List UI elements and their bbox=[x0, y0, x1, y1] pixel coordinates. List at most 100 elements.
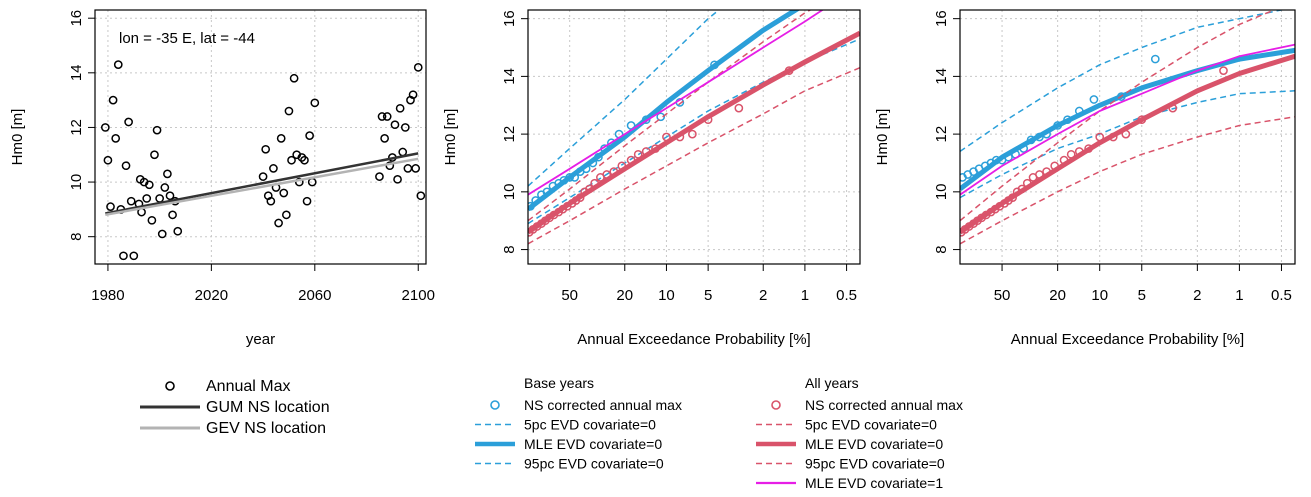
legend-label: NS corrected annual max bbox=[524, 397, 682, 413]
x-tick-label: 0.5 bbox=[1271, 287, 1292, 304]
data-point bbox=[403, 164, 413, 173]
y-tick-label: 12 bbox=[68, 119, 85, 136]
data-point bbox=[261, 144, 271, 154]
series-line bbox=[960, 10, 1277, 222]
legend-all-years: All years NS corrected annual max 5pc EVD … bbox=[756, 375, 963, 491]
data-point bbox=[656, 112, 666, 122]
data-point bbox=[266, 196, 276, 206]
data-point bbox=[150, 150, 159, 160]
panel-middle-chart: 8 10 12 14 16 50 20 10 5 2 1 0.5 Hm0 [m] Annual Excee… bbox=[442, 9, 861, 348]
series-line bbox=[960, 10, 1285, 153]
series-line bbox=[105, 157, 419, 217]
x-tick-label: 2060 bbox=[298, 287, 331, 304]
x-tick-label: 5 bbox=[704, 287, 712, 304]
x-axis-title: year bbox=[246, 331, 275, 348]
x-tick-label: 2 bbox=[759, 287, 767, 304]
y-axis-title: Hm0 [m] bbox=[9, 109, 26, 166]
plot-frame bbox=[94, 9, 427, 265]
x-tick-label: 1 bbox=[1235, 287, 1243, 304]
plot-frame bbox=[959, 9, 1296, 265]
data-point bbox=[157, 229, 167, 239]
series-group bbox=[528, 10, 860, 245]
data-point bbox=[274, 218, 283, 228]
data-point bbox=[168, 210, 177, 220]
data-point bbox=[152, 125, 162, 135]
location-annotation: lon = -35 E, lat = -44 bbox=[119, 30, 255, 47]
legend-label: MLE EVD covariate=1 bbox=[805, 475, 943, 491]
y-tick-label: 8 bbox=[68, 233, 85, 241]
x-tick-label: 20 bbox=[616, 287, 633, 304]
series-line bbox=[105, 152, 419, 215]
series-line bbox=[528, 10, 812, 222]
legend-annual-max: Annual Max GUM NS location GEV NS location bbox=[140, 378, 330, 437]
data-point bbox=[160, 183, 170, 192]
x-tick-label: 50 bbox=[561, 287, 578, 304]
data-point bbox=[305, 131, 314, 140]
x-tick-label: 2100 bbox=[402, 287, 435, 304]
series-line bbox=[528, 10, 825, 196]
series-line bbox=[960, 90, 1295, 199]
legend-label: Annual Max bbox=[206, 378, 291, 395]
data-point bbox=[375, 172, 384, 181]
data-point bbox=[279, 188, 289, 198]
y-tick-label: 10 bbox=[68, 174, 85, 191]
legend-swatch bbox=[165, 381, 175, 391]
data-point bbox=[307, 177, 317, 187]
data-point bbox=[142, 194, 152, 203]
data-point bbox=[413, 63, 423, 72]
x-tick-label: 10 bbox=[658, 287, 675, 304]
data-point bbox=[1089, 95, 1099, 104]
x-axis-title: Annual Exceedance Probability [%] bbox=[1011, 331, 1244, 348]
legend-base-years: Base years NS corrected annual max 5pc EVD… bbox=[475, 375, 682, 472]
y-tick-label: 10 bbox=[501, 183, 518, 200]
x-tick-label: 50 bbox=[994, 287, 1011, 304]
data-point bbox=[276, 134, 286, 143]
series-line bbox=[960, 53, 1295, 235]
data-point bbox=[165, 191, 175, 201]
y-tick-label: 14 bbox=[68, 64, 85, 81]
legend-title: All years bbox=[805, 375, 859, 391]
data-point bbox=[1219, 66, 1228, 75]
data-point bbox=[416, 191, 426, 201]
data-point bbox=[289, 73, 299, 83]
series-group bbox=[100, 60, 426, 261]
data-point bbox=[1150, 54, 1160, 64]
legend-label: NS corrected annual max bbox=[805, 397, 963, 413]
legend-label: GUM NS location bbox=[206, 399, 330, 416]
y-tick-label: 14 bbox=[933, 68, 950, 85]
y-tick-label: 16 bbox=[68, 10, 85, 27]
x-tick-label: 10 bbox=[1091, 287, 1108, 304]
data-point bbox=[163, 169, 172, 179]
x-tick-label: 20 bbox=[1049, 287, 1066, 304]
data-point bbox=[398, 147, 408, 157]
data-point bbox=[294, 177, 304, 187]
y-tick-label: 16 bbox=[933, 10, 950, 27]
data-point bbox=[144, 180, 154, 190]
data-point bbox=[119, 251, 128, 261]
data-point bbox=[297, 153, 307, 162]
data-point bbox=[129, 251, 139, 261]
y-axis-title: Hm0 [m] bbox=[442, 109, 459, 166]
legend-label: 5pc EVD covariate=0 bbox=[524, 417, 656, 433]
series-line bbox=[528, 10, 721, 187]
x-tick-label: 2020 bbox=[195, 287, 228, 304]
data-point bbox=[382, 112, 392, 121]
panel-right-chart: 8 10 12 14 16 50 20 10 5 2 1 0.5 Hm0 [m] Annual Excee… bbox=[874, 9, 1296, 348]
x-axis-title: Annual Exceedance Probability [%] bbox=[577, 331, 810, 348]
data-point bbox=[400, 123, 410, 132]
data-point bbox=[302, 196, 312, 206]
series-line bbox=[528, 30, 860, 235]
data-point bbox=[173, 226, 183, 236]
series-group bbox=[960, 10, 1295, 245]
data-point bbox=[395, 103, 405, 113]
data-point bbox=[103, 155, 113, 165]
data-point bbox=[113, 60, 123, 69]
y-axis-title: Hm0 [m] bbox=[874, 109, 891, 166]
grid-lines bbox=[960, 10, 1295, 264]
x-tick-label: 2 bbox=[1193, 287, 1201, 304]
y-tick-label: 16 bbox=[501, 10, 518, 27]
series-line bbox=[960, 116, 1295, 245]
data-point bbox=[390, 120, 400, 130]
plot-frame bbox=[527, 9, 861, 265]
